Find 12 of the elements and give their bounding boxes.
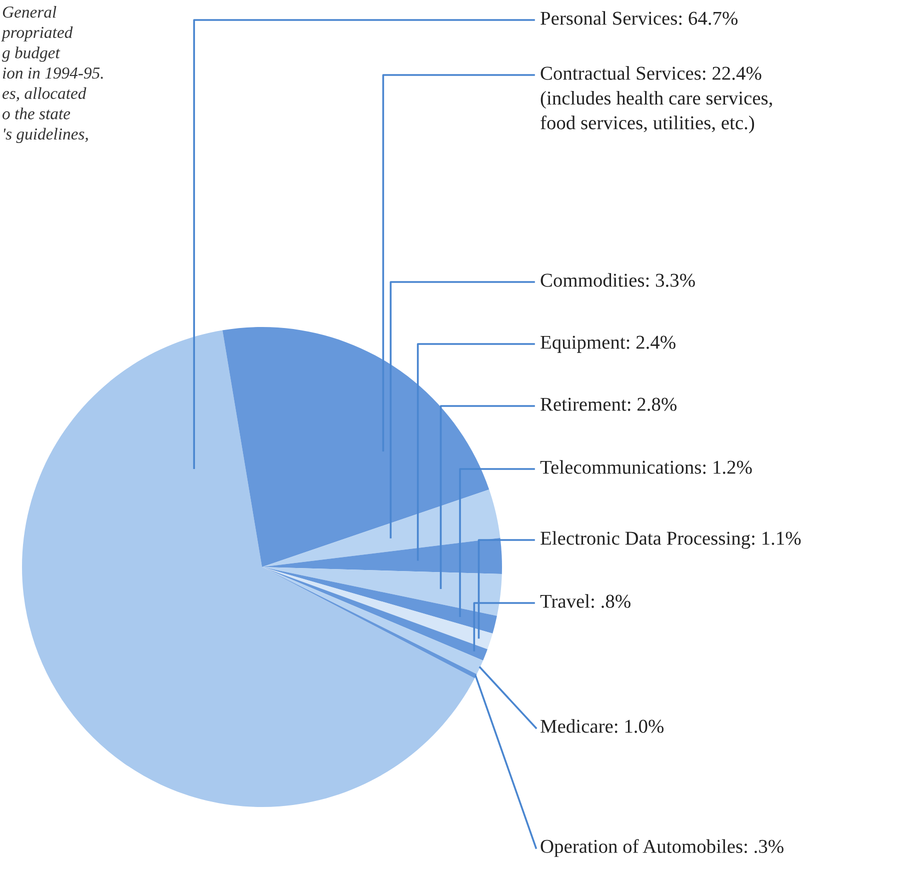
slice-label: Commodities: 3.3% bbox=[540, 273, 695, 287]
slice-label: Equipment: 2.4% bbox=[540, 336, 676, 353]
slice-label: Travel: .8% bbox=[540, 594, 630, 608]
slice-label: Personal Services: 64.7% bbox=[540, 11, 738, 25]
slice-label: Retirement: 2.8% bbox=[540, 398, 676, 411]
slice-label: Medicare: 1.0% bbox=[540, 719, 664, 733]
text: (includes health care services, food services, utilities, etc.) bbox=[540, 91, 772, 134]
slice-label: Telecommunications: 1.2% bbox=[540, 460, 752, 474]
slice-label: Electronic Data Processing: 1.1% bbox=[540, 531, 801, 549]
text: General propriated g budget ion in 1994-95. es, allocated o the state 's guidelines, bbox=[1, 6, 103, 144]
slice-label: Contractual Services: 22.4% bbox=[540, 66, 762, 80]
slice-label: Operation of Automobiles: .3% bbox=[540, 839, 784, 857]
